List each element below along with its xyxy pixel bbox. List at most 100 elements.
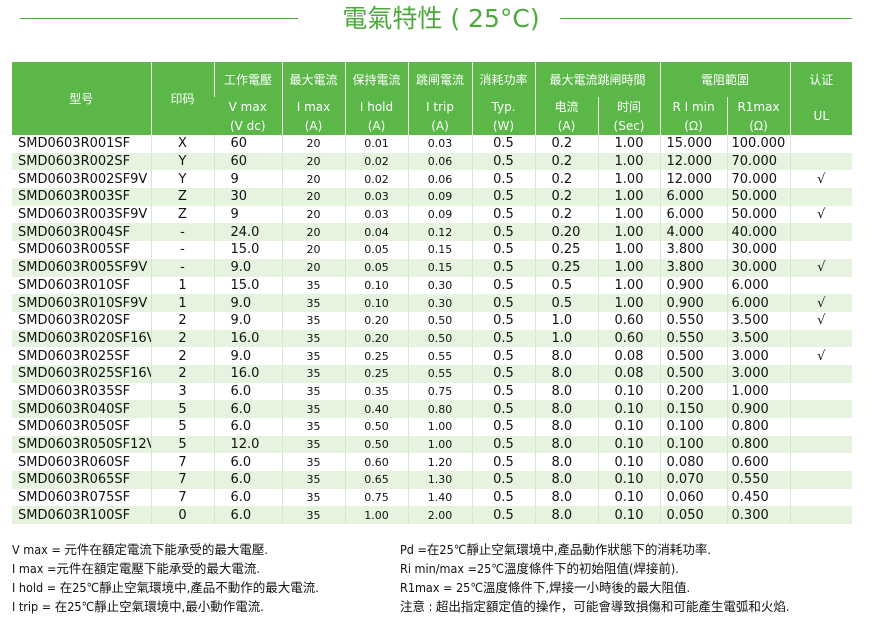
- table-row: SMD0603R002SF Y 60 20 0.02 0.06 0.5 0.2 1.00 12.0…: [12, 152, 853, 171]
- table-cell: 0.200: [659, 382, 728, 401]
- table-cell: 3.800: [659, 241, 728, 259]
- table-cell: 20: [281, 152, 345, 171]
- table-cell: 5: [150, 418, 214, 436]
- table-cell: 5: [150, 435, 214, 454]
- table-cell: 0.550: [726, 471, 791, 489]
- table-cell: 6.0: [213, 471, 282, 489]
- table-cell: 0.800: [726, 418, 791, 436]
- table-cell: [789, 382, 853, 401]
- table-cell: 0.5: [471, 311, 535, 330]
- table-cell: 6.0: [213, 400, 282, 418]
- table-cell: SMD0603R025SF: [18, 348, 131, 364]
- table-cell: SMD0603R002SF9V: [18, 171, 148, 187]
- header-cell: I hold: [344, 97, 408, 116]
- header-cell: R1max: [726, 97, 791, 116]
- table-row: SMD0603R020SF 2 9.0 35 0.20 0.50 0.5 1.0 0.60 0.5…: [12, 311, 853, 330]
- table-cell: 0.65: [344, 471, 408, 489]
- header-cell: I max: [281, 97, 345, 116]
- table-cell: SMD0603R003SF: [12, 188, 151, 206]
- table-row: SMD0603R040SF 5 6.0 35 0.40 0.80 0.5 8.0 0.10 0.1…: [12, 400, 853, 418]
- table-row: SMD0603R020SF16V 2 16.0 35 0.20 0.50 0.5 1.0 0.6…: [12, 329, 853, 348]
- table-cell: 0.5: [471, 205, 535, 224]
- header-cell: (V dc): [214, 116, 282, 135]
- table-cell: 30.000: [726, 241, 791, 259]
- notes-right: Pd =在25℃靜止空氣環境中,產品動作狀態下的消耗功率. Ri min/max …: [400, 540, 790, 616]
- table-cell: 0.5: [471, 152, 535, 171]
- table-cell: [789, 435, 853, 454]
- table-cell: 0.05: [344, 241, 408, 259]
- table-cell: Y: [150, 170, 214, 189]
- table-cell: 2: [150, 347, 214, 365]
- table-cell: 0.10: [597, 506, 661, 525]
- table-cell: 0.5: [471, 170, 535, 189]
- table-cell: [789, 488, 853, 507]
- table-cell: 0.5: [471, 418, 535, 436]
- table-row: SMD0603R025SF 2 9.0 35 0.25 0.55 0.5 8.0 0.08 0.5…: [12, 347, 853, 365]
- table-cell: 8.0: [534, 453, 598, 472]
- table-row: SMD0603R075SF 7 6.0 35 0.75 1.40 0.5 8.0 0.10 0.0…: [12, 488, 853, 507]
- table-cell: 1.20: [407, 453, 472, 472]
- table-cell: 35: [281, 311, 345, 330]
- table-cell: 35: [281, 276, 345, 295]
- table-cell: 3.000: [726, 347, 791, 365]
- table-cell: 0.050: [659, 506, 728, 525]
- table-cell: 7: [150, 488, 214, 507]
- table-cell: SMD0603R010SF: [18, 277, 131, 293]
- note-line: I max =元件在額定電壓下能承受的最大電流.: [12, 561, 260, 576]
- table-cell: 35: [281, 347, 345, 365]
- table-cell: [789, 471, 853, 489]
- table-cell: √: [789, 258, 853, 277]
- table-cell: 8.0: [534, 506, 598, 525]
- table-cell: 0.15: [407, 258, 472, 277]
- table-cell: 0.2: [534, 170, 598, 189]
- table-cell: 0.35: [344, 382, 408, 401]
- table-cell: 0.10: [597, 435, 661, 454]
- table-cell: -: [150, 241, 214, 259]
- table-row: SMD0603R004SF -24.0 20 0.04 0.12 0.5 0.20 1.00 4…: [12, 223, 853, 242]
- table-cell: [789, 152, 853, 171]
- table-cell: 0.550: [659, 329, 728, 348]
- table-cell: 0.10: [597, 382, 661, 401]
- table-cell: 3.800: [659, 258, 728, 277]
- table-cell: SMD0603R040SF: [12, 400, 151, 418]
- table-cell: 0.5: [471, 241, 535, 259]
- table-cell: 0.02: [344, 170, 408, 189]
- table-cell: 8.0: [534, 347, 598, 365]
- table-cell: 1.000: [726, 382, 791, 401]
- table-cell: 20: [281, 223, 345, 242]
- table-cell: SMD0603R010SF9V: [12, 294, 151, 312]
- table-cell: 0.20: [344, 311, 408, 330]
- header-cell: (Sec): [597, 116, 661, 135]
- table-cell: SMD0603R050SF12V: [12, 435, 151, 454]
- table-cell: 1.00: [597, 223, 661, 242]
- header-cell: 保持電流: [344, 62, 408, 97]
- table-cell: 1.00: [407, 435, 472, 454]
- table-cell: 0.03: [344, 205, 408, 224]
- note-line: 注意 : 超出指定額定值的操作，可能會導致損傷和可能產生電弧和火焰.: [400, 599, 790, 614]
- table-cell: 0.5: [471, 276, 535, 295]
- table-cell: 0.080: [659, 453, 728, 472]
- table-cell: 8.0: [534, 400, 598, 418]
- table-cell: 35: [281, 294, 345, 312]
- table-cell: SMD0603R020SF: [18, 313, 131, 329]
- notes-left: V max = 元件在額定電流下能承受的最大電壓. I max =元件在額定電壓下…: [12, 540, 319, 616]
- table-cell: [789, 329, 853, 348]
- title: 電氣特性 ( 25°C): [342, 4, 540, 33]
- table-cell: 6.000: [659, 188, 728, 206]
- table-cell: 12.000: [659, 170, 728, 189]
- header-cell: 印码: [150, 62, 214, 135]
- table-cell: 0.5: [471, 188, 535, 206]
- table-cell: [789, 453, 853, 472]
- table-cell: 0.60: [597, 329, 661, 348]
- table-cell: 0.50: [407, 329, 472, 348]
- table-cell: 3.000: [726, 364, 791, 383]
- table-cell: 8.0: [534, 364, 598, 383]
- table-cell: 0.5: [471, 364, 535, 383]
- header-cell: 消耗功率: [471, 62, 535, 97]
- header-cell: (W): [471, 116, 535, 135]
- table-cell: 60: [213, 135, 282, 153]
- table-row: SMD0603R050SF 5 6.0 35 0.50 1.00 0.5 8.0 0.10 0.1…: [12, 418, 853, 436]
- table-cell: 20: [281, 258, 345, 277]
- table-cell: 1: [150, 294, 214, 312]
- table-cell: 6.0: [213, 453, 282, 472]
